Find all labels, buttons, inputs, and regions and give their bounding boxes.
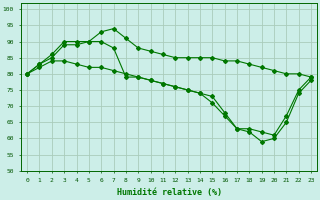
X-axis label: Humidité relative (%): Humidité relative (%) — [116, 188, 221, 197]
